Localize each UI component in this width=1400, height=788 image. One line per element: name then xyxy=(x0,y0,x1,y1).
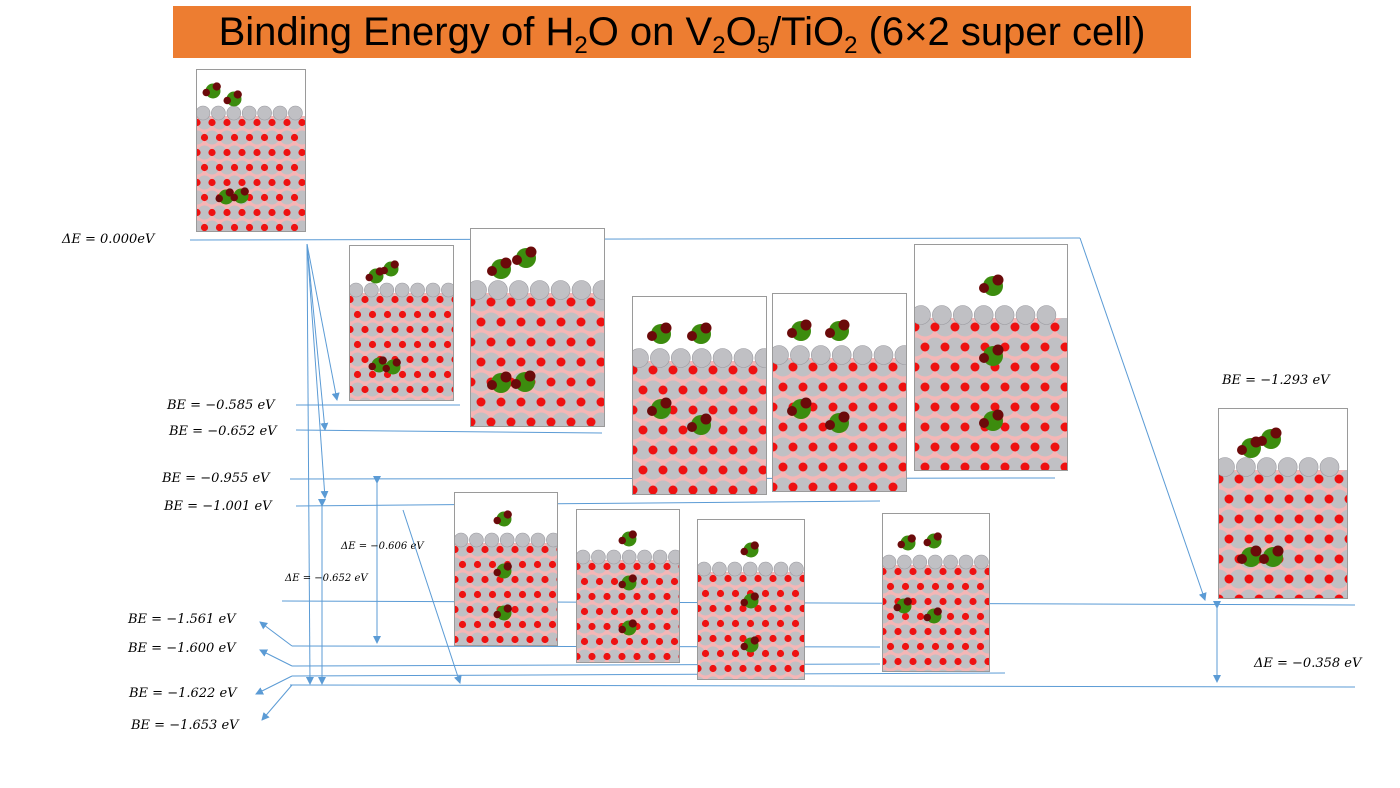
delta-e-zero-label: ΔE = 0.000eV xyxy=(62,232,155,247)
be-0955-label: BE = −0.955 eV xyxy=(162,471,270,486)
atomic-structure-icon xyxy=(632,296,767,495)
be-1622-label: BE = −1.622 eV xyxy=(129,686,237,701)
arrow-right-diag xyxy=(1079,237,1207,601)
arrow-fan-2 xyxy=(306,243,329,431)
level-line-0 xyxy=(189,237,1081,241)
title-bar: Binding Energy of H2O on V2O5/TiO2 (6×2 … xyxy=(173,6,1191,58)
be-1653-label: BE = −1.653 eV xyxy=(131,718,239,733)
atomic-structure-icon xyxy=(349,245,454,401)
atomic-structure-icon xyxy=(470,228,605,427)
arrow-fan-1 xyxy=(306,243,340,401)
arrow-to-1653 xyxy=(261,684,293,721)
atomic-structure-icon xyxy=(196,69,306,232)
arrow-mid-diag xyxy=(402,509,462,684)
level-line-1622 xyxy=(291,672,1006,677)
page-title: Binding Energy of H2O on V2O5/TiO2 (6×2 … xyxy=(218,10,1146,59)
atomic-structure-icon xyxy=(772,293,907,492)
arrow-to-1561 xyxy=(259,621,293,647)
be-0652-label: BE = −0.652 eV xyxy=(169,424,277,439)
atomic-structure-icon xyxy=(576,509,680,663)
delta-e-0358-label: ΔE = −0.358 eV xyxy=(1254,656,1362,671)
be-1293-label: BE = −1.293 eV xyxy=(1222,373,1330,388)
level-line-0652 xyxy=(295,429,603,434)
be-1001-label: BE = −1.001 eV xyxy=(164,499,272,514)
delta-e-0652-label: ΔE = −0.652 eV xyxy=(285,573,368,584)
delta-e-0606-label: ΔE = −0.606 eV xyxy=(341,541,424,552)
arrow-to-1622 xyxy=(255,675,293,695)
be-1600-label: BE = −1.600 eV xyxy=(128,641,236,656)
level-line-1653 xyxy=(289,684,1356,688)
atomic-structure-icon xyxy=(1218,408,1348,599)
atomic-structure-icon xyxy=(454,492,558,646)
be-1561-label: BE = −1.561 eV xyxy=(128,612,236,627)
arrow-fan-3 xyxy=(306,243,329,499)
atomic-structure-icon xyxy=(697,519,805,680)
atomic-structure-icon xyxy=(914,244,1068,471)
level-line-1561 xyxy=(281,600,1356,606)
be-0585-label: BE = −0.585 eV xyxy=(167,398,275,413)
level-line-1001 xyxy=(295,500,881,507)
atomic-structure-icon xyxy=(882,513,990,672)
arrow-to-1600 xyxy=(259,649,293,667)
arrow-fan-4 xyxy=(305,243,314,685)
